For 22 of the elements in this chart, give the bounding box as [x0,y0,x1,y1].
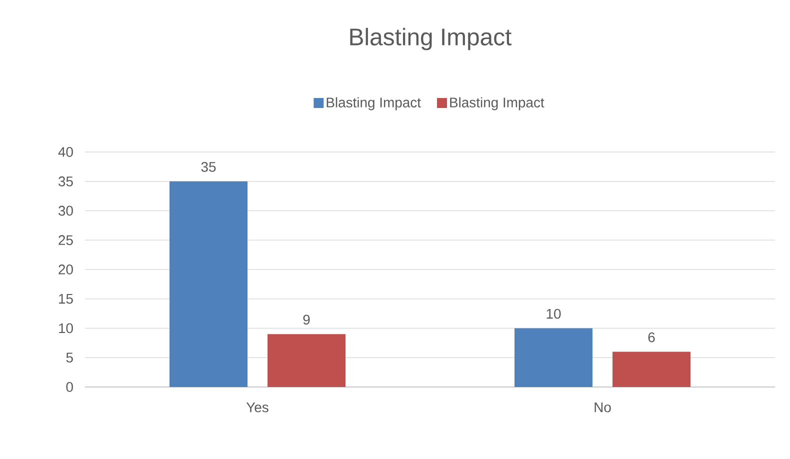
x-tick-label: Yes [246,402,268,412]
y-tick-label: 25 [58,235,73,246]
y-tick-label: 10 [59,323,73,334]
y-tick-label: 30 [58,206,73,216]
data-label: 9 [303,314,310,325]
x-tick-label: No [594,402,611,412]
bar [170,181,248,387]
y-tick-label: 20 [58,264,73,274]
legend-label: Blasting Impact [450,97,544,110]
chart-title: Blasting Impact [350,28,512,50]
y-tick-label: 0 [66,382,73,392]
data-label: 35 [201,162,216,172]
y-tick-label: 5 [66,352,73,362]
data-label: 6 [648,332,655,342]
data-label: 10 [546,308,561,319]
bar [514,328,593,387]
bar [268,334,346,387]
legend-label: Blasting Impact [326,97,421,110]
bar [612,352,691,387]
y-tick-label: 40 [58,147,73,157]
y-tick-label: 35 [58,176,73,186]
y-tick-label: 15 [59,294,73,304]
